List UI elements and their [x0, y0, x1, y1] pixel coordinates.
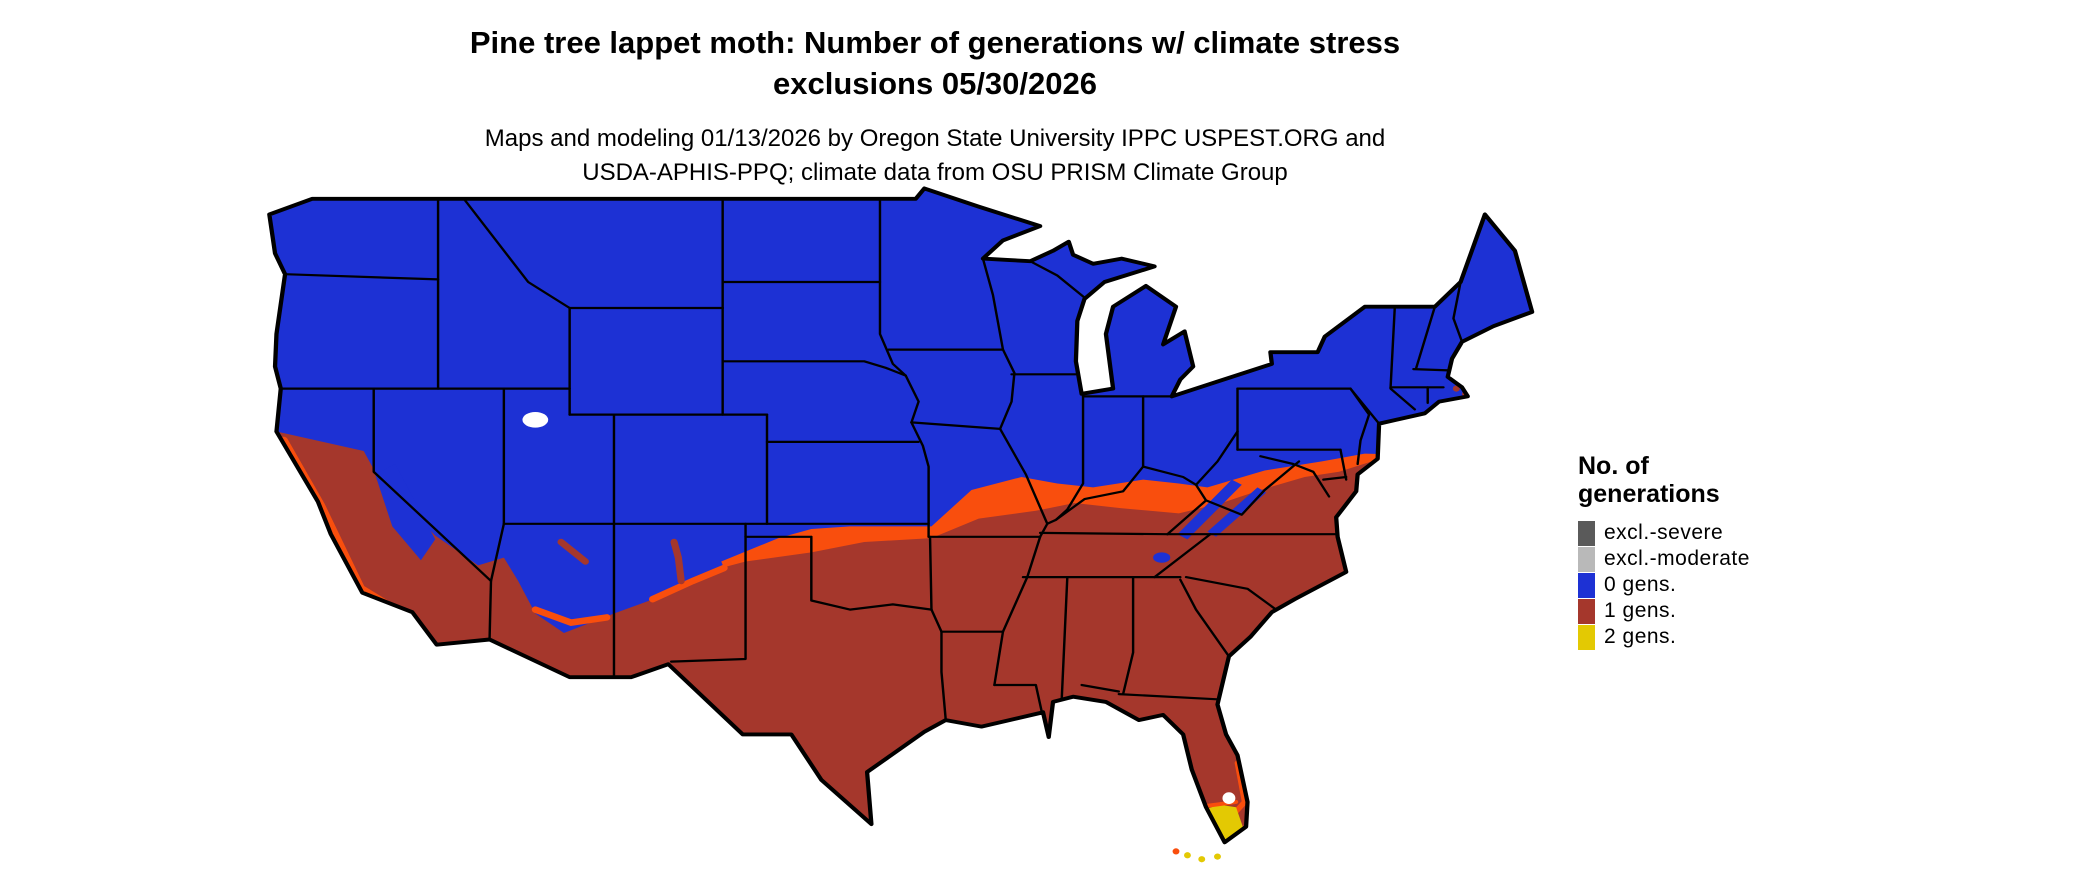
florida-key-dot: [1214, 853, 1221, 860]
map-title: Pine tree lappet moth: Number of generat…: [0, 22, 1870, 104]
rio-grande-red-streak: [670, 538, 685, 585]
legend-label-excl-moderate: excl.-moderate: [1604, 547, 1750, 570]
state-borders: [279, 197, 1464, 722]
us-outline: [267, 186, 1535, 845]
legend-label-1-gens: 1 gens.: [1604, 599, 1677, 622]
map-title-line-2: exclusions 05/30/2026: [772, 66, 1097, 101]
legend-title-line-2: generations: [1578, 480, 1720, 508]
legend-swatch-1-gens: [1578, 598, 1595, 624]
map-subtitle-line-2: USDA-APHIS-PPQ; climate data from OSU PR…: [582, 159, 1288, 186]
legend-title-line-1: No. of: [1578, 452, 1649, 480]
map-subtitle: Maps and modeling 01/13/2026 by Oregon S…: [0, 122, 1870, 190]
southern-utah-red-streak: [557, 538, 589, 565]
legend-swatch-excl-moderate: [1578, 546, 1595, 572]
legend-label-2-gens: 2 gens.: [1604, 625, 1677, 648]
legend-item-excl-severe: excl.-severe: [1578, 520, 1908, 546]
florida-key-dot: [1184, 852, 1191, 859]
legend-label-0-gens: 0 gens.: [1604, 573, 1677, 596]
map-subtitle-line-1: Maps and modeling 01/13/2026 by Oregon S…: [484, 125, 1386, 152]
legend-item-excl-moderate: excl.-moderate: [1578, 546, 1908, 572]
map-title-line-1: Pine tree lappet moth: Number of generat…: [469, 25, 1401, 60]
legend-swatch-2-gens: [1578, 624, 1595, 650]
zone-2-generations-florida-tip: [1204, 804, 1244, 843]
appalachian-blue-streak-1: [1177, 479, 1242, 540]
legend-swatch-excl-severe: [1578, 520, 1595, 546]
arizona-transition-orange-streak: [531, 606, 611, 626]
legend-items: excl.-severe excl.-moderate 0 gens. 1 ge…: [1578, 520, 1908, 650]
legend-item-2-gens: 2 gens.: [1578, 624, 1908, 650]
new-mexico-transition-orange-streak: [649, 564, 728, 603]
legend-item-0-gens: 0 gens.: [1578, 572, 1908, 598]
cape-cod-red-speck-1: [1452, 385, 1460, 392]
great-salt-lake: [522, 412, 549, 428]
smoky-mountains-blue-patch: [1153, 552, 1171, 563]
lake-okeechobee: [1222, 792, 1236, 804]
climate-zones-layer: [269, 188, 1533, 843]
legend-item-1-gens: 1 gens.: [1578, 598, 1908, 624]
florida-key-dot: [1172, 848, 1180, 855]
legend: No. of generations excl.-severe excl.-mo…: [1578, 452, 1908, 650]
us-map: [267, 186, 1535, 863]
florida-key-dot: [1198, 856, 1206, 863]
florida-keys-dots: [1172, 848, 1221, 863]
legend-label-excl-severe: excl.-severe: [1604, 521, 1724, 544]
legend-swatch-0-gens: [1578, 572, 1595, 598]
